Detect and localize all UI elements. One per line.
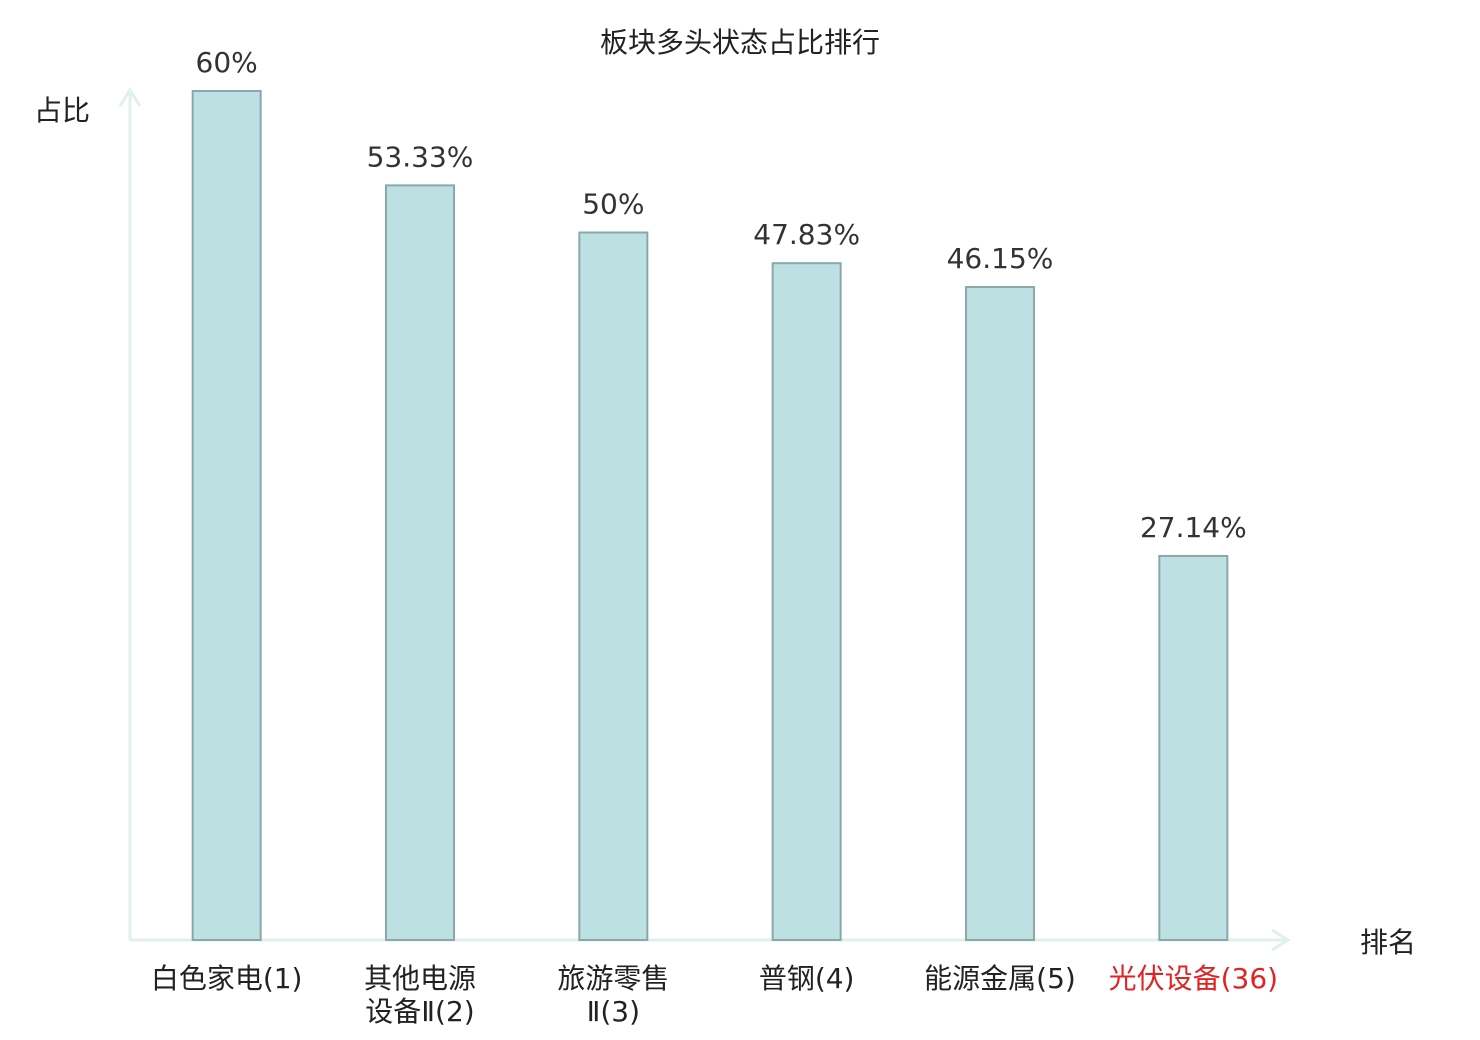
x-axis-label: 排名 — [1360, 926, 1416, 959]
bar — [771, 262, 842, 941]
value-label: 46.15% — [947, 242, 1054, 275]
x-tick-label: 光伏设备(36) — [1108, 962, 1279, 995]
bar — [1158, 554, 1229, 941]
y-axis-label: 占比 — [34, 94, 90, 127]
x-tick-label: 能源金属(5) — [924, 962, 1076, 995]
value-label: 27.14% — [1140, 511, 1247, 544]
bar — [578, 231, 649, 941]
y-axis-arrow — [118, 87, 142, 107]
value-label: 47.83% — [753, 218, 860, 251]
x-tick-label: 旅游零售 Ⅱ(3) — [557, 962, 670, 1028]
value-label: 60% — [196, 46, 258, 79]
x-tick-label: 普钢(4) — [758, 962, 855, 995]
x-tick-label: 白色家电(1) — [150, 962, 303, 995]
value-label: 50% — [582, 188, 644, 221]
value-label: 53.33% — [367, 140, 474, 173]
bar — [385, 184, 455, 941]
x-axis-arrow — [1271, 928, 1291, 952]
chart-title: 板块多头状态占比排行 — [600, 26, 880, 59]
bar — [965, 285, 1035, 942]
x-tick-label: 其他电源 设备Ⅱ(2) — [363, 962, 476, 1028]
bar — [191, 90, 262, 941]
